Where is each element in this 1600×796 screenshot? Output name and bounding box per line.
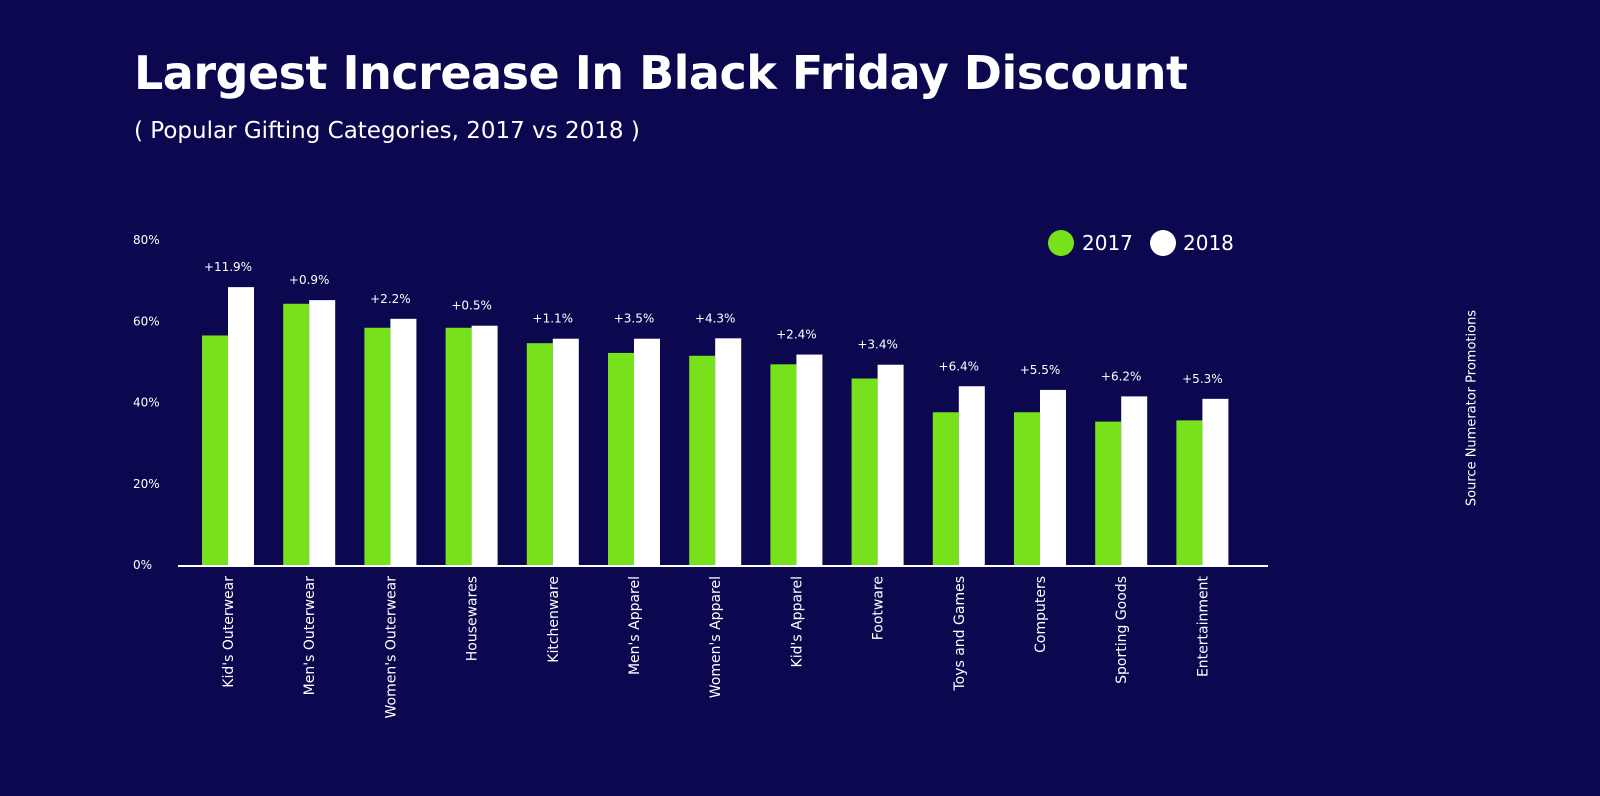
bar-data-label: +11.9% [204,260,252,274]
x-tick-label: Computers [1033,576,1049,653]
bar-2017 [932,412,959,565]
y-axis: 0% 20% 40% 60% 80% [133,233,160,572]
bar-2018 [552,338,579,565]
legend-label-2018: 2018 [1183,231,1234,255]
x-tick-label: Women's Outerwear [383,576,399,719]
bar-data-label: +0.9% [289,273,330,287]
x-tick-label: Footware [871,576,887,640]
chart-title: Largest Increase In Black Friday Discoun… [134,46,1188,100]
x-tick-label: Housewares [465,576,481,661]
y-tick-label: 0% [133,558,152,572]
bar-2017 [1095,421,1122,565]
legend-swatch-2017 [1048,230,1074,256]
bar-2018 [471,325,498,565]
bar-2017 [283,303,310,565]
bar-data-label: +1.1% [533,312,574,326]
bar-2018 [958,386,985,565]
bar-2017 [1176,420,1203,565]
bar-2018 [1121,396,1148,565]
bar-2018 [228,287,254,565]
bar-2018 [390,318,417,565]
x-tick-label: Entertainment [1195,575,1211,677]
bar-data-label: +0.5% [451,299,492,313]
bar-data-label: +6.2% [1101,369,1142,383]
bar-2017 [770,364,797,565]
bar-data-label: +2.2% [370,292,411,306]
x-tick-label: Sporting Goods [1114,576,1130,684]
bar-2017 [1014,412,1040,565]
legend-swatch-2018 [1150,230,1176,256]
x-tick-label: Men's Apparel [627,576,643,675]
legend: 2017 2018 [1048,230,1234,256]
legend-label-2017: 2017 [1082,231,1133,255]
x-tick-label: Men's Outerwear [302,576,318,696]
bar-data-label: +3.5% [614,312,655,326]
y-tick-label: 60% [133,314,160,328]
bar-2017 [526,343,553,565]
bar-2018 [877,364,904,565]
bar-2017 [608,352,634,565]
bar-2017 [445,327,472,565]
bar-data-label: +6.4% [939,359,980,373]
y-tick-label: 80% [133,233,160,247]
bar-2018 [715,338,742,565]
bar-data-label: +5.3% [1182,372,1223,386]
bar-2018 [796,354,823,565]
bar-2018 [1202,398,1229,565]
chart-subtitle: ( Popular Gifting Categories, 2017 vs 20… [134,118,640,144]
source-note: Source Numerator Promotions [1464,309,1480,507]
x-tick-label: Kitchenware [546,576,562,663]
bar-2018 [309,300,336,565]
x-tick-label: Women's Apparel [708,576,724,698]
bar-data-label: +3.4% [857,338,898,352]
x-axis-labels: Kid's Outerwear Men's Outerwear Women's Ou… [221,575,1211,718]
bar-data-label: +5.5% [1020,363,1061,377]
x-tick-label: Toys and Games [952,576,968,692]
bar-2017 [689,355,716,565]
bars [202,287,1229,565]
bar-data-label: +4.3% [695,311,736,325]
bar-data-label: +2.4% [776,328,817,342]
y-tick-label: 40% [133,396,160,410]
x-tick-label: Kid's Outerwear [221,576,237,688]
bar-2017 [202,335,228,565]
bar-2017 [851,378,878,565]
bar-2017 [364,327,391,565]
bar-2018 [1040,389,1066,565]
x-tick-label: Kid's Apparel [789,576,805,667]
y-tick-label: 20% [133,477,160,491]
bar-2018 [634,338,660,565]
data-labels: +11.9% +0.9% +2.2% +0.5% +1.1% +3.5% +4.3% +2.4… [204,260,1223,386]
